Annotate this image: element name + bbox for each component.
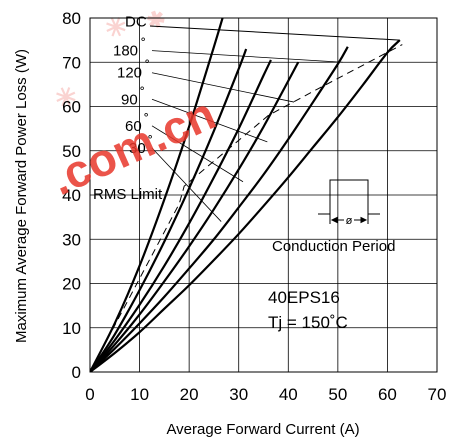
series-line-3 (90, 59, 272, 372)
x-tick-label: 60 (378, 385, 397, 404)
y-tick-label: 30 (62, 230, 81, 249)
series-line-2 (90, 61, 300, 372)
rms-limit-label: RMS Limit (93, 186, 163, 203)
series-line-5 (90, 18, 224, 372)
watermark-mark: ✱ (143, 5, 169, 35)
y-tick-label: 20 (62, 275, 81, 294)
tick-labels: 0 10 20 30 40 50 60 70 0 10 20 30 40 50 60 70 80 (62, 9, 446, 404)
grid (89, 17, 438, 373)
series-line-1 (90, 46, 349, 372)
label-angle-120: 120 (117, 65, 142, 82)
label-dc: DC (125, 13, 147, 30)
label-degree: ˚ (148, 134, 153, 151)
plot-frame (89, 17, 438, 373)
label-angle-180: 180 (113, 43, 138, 60)
label-angle-90: 90 (121, 91, 138, 108)
label-degree: ˚ (141, 37, 146, 54)
series-line-4 (90, 48, 248, 372)
x-tick-label: 10 (130, 385, 149, 404)
y-tick-label: 70 (62, 53, 81, 72)
label-degree: ˚ (144, 112, 149, 129)
curves (90, 18, 401, 372)
label-degree: ˚ (145, 59, 150, 76)
y-tick-label: 60 (62, 98, 81, 117)
x-tick-label: 20 (180, 385, 199, 404)
x-axis-title: Average Forward Current (A) (166, 421, 359, 438)
label-angle-60: 60 (125, 118, 142, 135)
x-tick-label: 0 (85, 385, 94, 404)
leader-90 (151, 98, 268, 143)
x-tick-label: 40 (279, 385, 298, 404)
leader-dc (149, 25, 400, 41)
y-tick-label: 50 (62, 142, 81, 161)
y-tick-label: 80 (62, 9, 81, 28)
conduction-period-icon (318, 179, 380, 224)
label-degree: ˚ (140, 85, 145, 102)
device-label: 40EPS16 (268, 288, 340, 307)
leader-60 (151, 125, 244, 183)
y-tick-label: 0 (72, 363, 81, 382)
series-line-0 (90, 39, 401, 372)
leader-120 (151, 72, 295, 103)
tj-label: Tj = 150˚C (268, 313, 348, 332)
phi-symbol: ø (346, 215, 353, 227)
rms-limit-line (90, 44, 403, 372)
y-tick-label: 10 (62, 319, 81, 338)
conduction-period-label: Conduction Period (272, 238, 395, 255)
y-tick-label: 40 (62, 186, 81, 205)
label-angle-30: 30 (129, 140, 146, 157)
x-tick-label: 70 (428, 385, 447, 404)
leader-30 (151, 147, 222, 222)
x-tick-label: 30 (229, 385, 248, 404)
x-tick-label: 50 (328, 385, 347, 404)
y-axis-title: Maximum Average Forward Power Loss (W) (13, 49, 30, 343)
rms-limit-path (90, 44, 403, 372)
leader-180 (151, 50, 343, 63)
